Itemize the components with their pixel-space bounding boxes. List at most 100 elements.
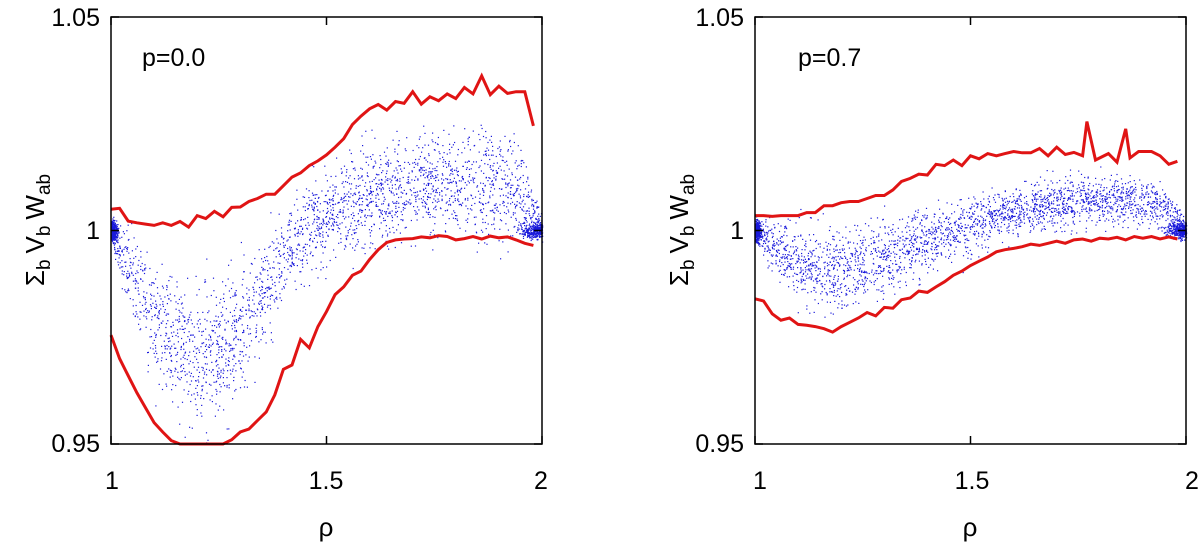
scatter-point — [437, 161, 439, 163]
scatter-point — [312, 223, 314, 225]
scatter-point — [215, 315, 217, 317]
scatter-point — [475, 161, 477, 163]
scatter-point — [1137, 204, 1139, 206]
scatter-point — [189, 426, 191, 428]
scatter-point — [526, 195, 528, 197]
scatter-point — [350, 188, 352, 190]
scatter-point — [288, 254, 290, 256]
scatter-point — [117, 261, 119, 263]
scatter-point — [175, 354, 177, 356]
scatter-point — [521, 159, 523, 162]
scatter-point — [287, 258, 289, 260]
scatter-point — [238, 318, 240, 320]
scatter-point — [236, 303, 238, 305]
scatter-point — [391, 176, 393, 178]
scatter-point — [956, 240, 959, 242]
scatter-point — [797, 280, 800, 283]
scatter-point — [1030, 230, 1032, 232]
scatter-point — [452, 173, 454, 175]
scatter-point — [987, 251, 989, 253]
scatter-point — [352, 200, 354, 202]
scatter-point — [851, 291, 854, 293]
scatter-point — [515, 205, 517, 207]
scatter-point — [439, 158, 441, 160]
scatter-point — [962, 210, 964, 212]
scatter-point — [210, 371, 212, 373]
scatter-point — [1106, 194, 1108, 196]
scatter-point — [319, 235, 321, 237]
scatter-point — [989, 223, 991, 225]
scatter-point — [281, 232, 283, 234]
scatter-point — [984, 226, 986, 228]
scatter-point — [784, 254, 786, 256]
scatter-point — [261, 285, 263, 288]
scatter-point — [375, 194, 377, 197]
scatter-point — [921, 255, 923, 257]
scatter-point — [376, 189, 378, 191]
scatter-point — [1070, 211, 1073, 213]
scatter-point — [325, 231, 327, 234]
scatter-point — [813, 289, 815, 291]
scatter-point — [923, 234, 925, 236]
scatter-point — [771, 228, 773, 230]
scatter-point — [249, 272, 251, 274]
scatter-point — [282, 238, 285, 240]
scatter-point — [420, 167, 422, 170]
scatter-point — [464, 182, 466, 184]
scatter-point — [534, 222, 536, 224]
scatter-point — [1110, 212, 1112, 214]
scatter-point — [1057, 198, 1059, 200]
scatter-point — [331, 199, 333, 201]
scatter-point — [234, 321, 236, 323]
scatter-point — [312, 194, 314, 196]
scatter-point — [374, 160, 376, 162]
scatter-point — [373, 179, 375, 181]
scatter-point — [141, 262, 143, 265]
scatter-point — [322, 210, 324, 212]
scatter-point — [387, 208, 389, 210]
scatter-point — [973, 205, 975, 207]
scatter-point — [467, 199, 469, 201]
scatter-point — [235, 294, 237, 296]
scatter-point — [261, 327, 263, 329]
scatter-point — [759, 236, 761, 238]
scatter-point — [789, 263, 791, 265]
scatter-point — [495, 179, 497, 181]
scatter-point — [379, 187, 381, 189]
scatter-point — [1182, 236, 1184, 238]
scatter-point — [175, 384, 177, 387]
scatter-point — [387, 215, 389, 217]
scatter-point — [914, 216, 916, 218]
scatter-point — [1069, 190, 1071, 192]
scatter-point — [225, 285, 227, 287]
scatter-point — [260, 315, 262, 317]
scatter-point — [317, 209, 319, 211]
scatter-point — [531, 203, 533, 205]
scatter-point — [963, 235, 966, 237]
scatter-point — [1020, 225, 1022, 227]
scatter-point — [168, 298, 170, 300]
scatter-point — [139, 329, 141, 331]
scatter-point — [343, 206, 345, 208]
scatter-point — [235, 319, 237, 321]
scatter-point — [346, 169, 348, 171]
scatter-point — [775, 262, 777, 264]
scatter-point — [423, 183, 425, 185]
scatter-point — [1141, 207, 1143, 209]
scatter-point — [524, 188, 527, 190]
scatter-point — [222, 368, 224, 370]
scatter-point — [428, 193, 430, 195]
scatter-point — [1119, 205, 1122, 207]
scatter-point — [1109, 179, 1111, 181]
scatter-point — [1011, 215, 1013, 217]
scatter-point — [912, 242, 914, 244]
scatter-point — [216, 326, 218, 328]
left-ytick-label-top: 1.05 — [51, 4, 100, 32]
scatter-point — [303, 196, 306, 198]
scatter-point — [522, 182, 524, 184]
scatter-point — [225, 358, 227, 360]
scatter-point — [300, 259, 302, 261]
scatter-point — [1063, 203, 1065, 205]
scatter-point — [225, 341, 227, 343]
scatter-point — [281, 288, 283, 290]
